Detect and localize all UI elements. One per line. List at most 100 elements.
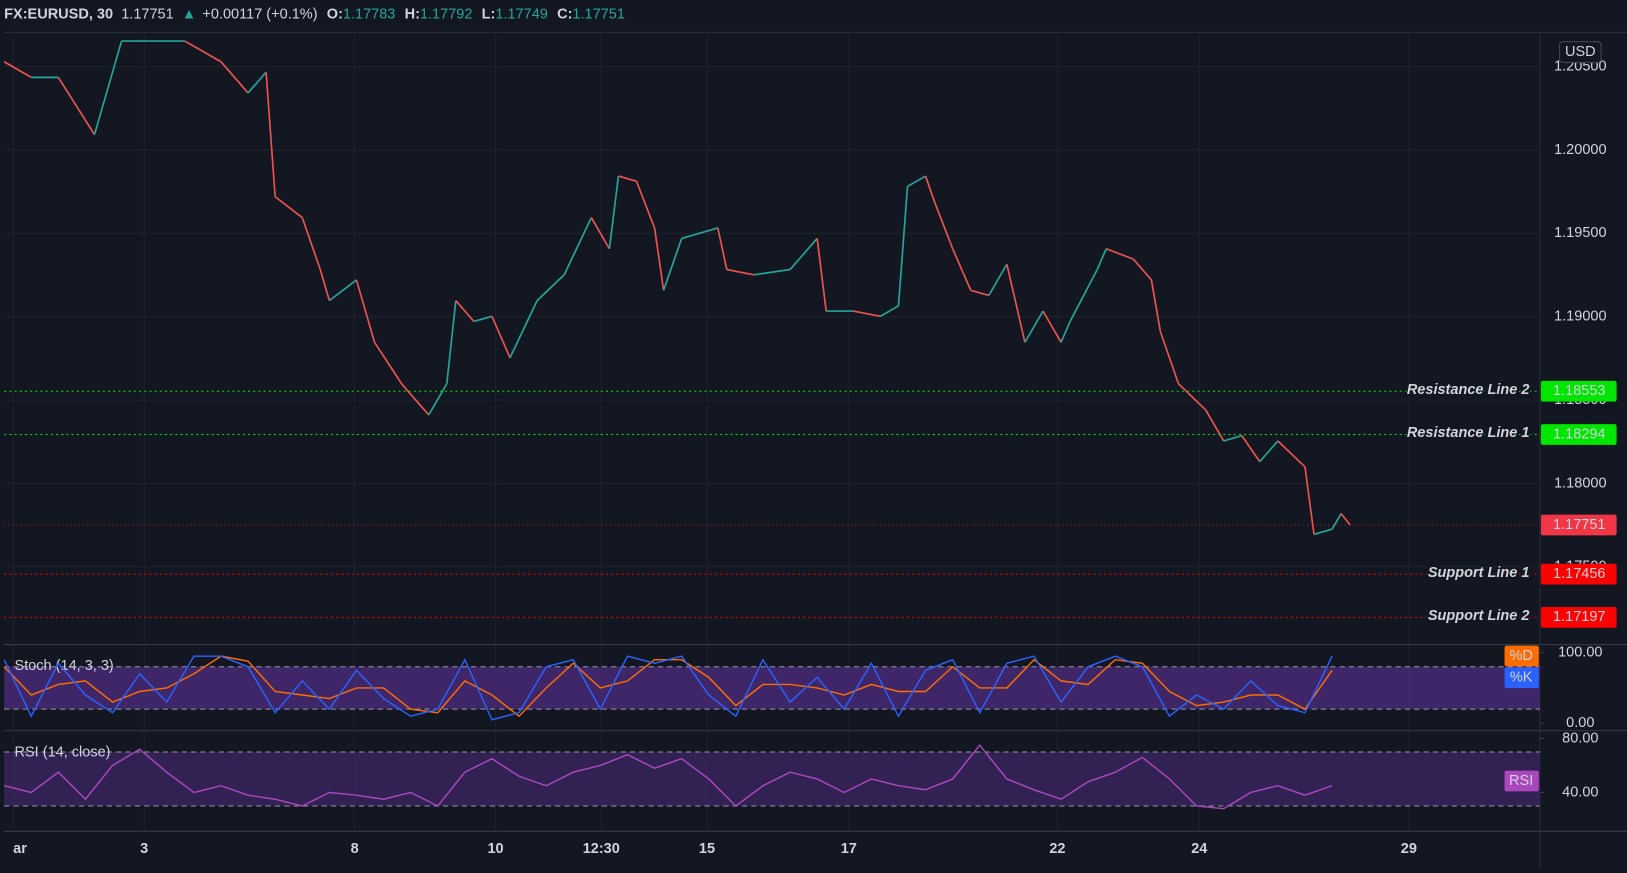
x-tick-label: 10	[487, 841, 503, 857]
y-tick-label: 1.20000	[1554, 142, 1606, 158]
price-segment	[988, 263, 1008, 296]
price-line-value: 1.18553	[1553, 383, 1605, 399]
price-segment	[400, 383, 430, 416]
price-segment	[1259, 440, 1279, 463]
price-segment	[618, 175, 637, 183]
price-segment	[1132, 258, 1153, 281]
price-segment	[1105, 247, 1134, 260]
price-segment	[1069, 269, 1098, 322]
ohlc-label: O:	[327, 7, 343, 23]
x-tick-label: 12:30	[583, 841, 620, 857]
price-segment	[1060, 321, 1071, 343]
price-segment	[608, 175, 620, 249]
price-segment	[681, 227, 719, 240]
legend-badge	[1504, 667, 1539, 689]
y-tick-label: 1.19500	[1554, 225, 1606, 241]
price-line-badge	[1540, 380, 1617, 402]
price-segment	[3, 61, 32, 79]
price-segment	[789, 237, 818, 271]
last-price-badge	[1540, 514, 1617, 536]
x-tick-label: 29	[1401, 841, 1417, 857]
price-line-value: 1.17456	[1553, 566, 1605, 582]
price-segment	[301, 217, 322, 270]
x-tick-label: 22	[1049, 841, 1065, 857]
ohlc-value: 1.17783	[343, 7, 395, 23]
price-segment	[653, 227, 665, 291]
x-tick-label: 3	[140, 841, 148, 857]
price-segment	[716, 227, 728, 270]
ohlc-value: 1.17792	[420, 7, 472, 23]
legend-label: %K	[1510, 670, 1533, 686]
indicator-title: Stoch (14, 3, 3)	[15, 658, 114, 674]
price-segment	[1223, 434, 1242, 442]
price-segment	[816, 238, 828, 312]
price-segment	[924, 175, 936, 203]
price-segment	[933, 201, 954, 250]
price-segment	[1177, 383, 1207, 411]
price-segment	[536, 274, 565, 302]
price-line-badge	[1540, 563, 1617, 585]
ohlc-label: C:	[557, 7, 572, 23]
indicator-line	[3, 744, 1333, 810]
price-line-value: 1.18294	[1553, 426, 1605, 442]
price-segment	[753, 268, 791, 276]
price-segment	[1024, 310, 1044, 343]
price-segment	[1042, 310, 1062, 343]
price-line-label: Support Line 1	[1428, 565, 1530, 581]
price-segment	[1304, 466, 1315, 535]
legend-badge	[1504, 645, 1539, 667]
price-line-value: 1.17197	[1553, 609, 1605, 625]
ohlc-value: 1.17749	[495, 7, 547, 23]
x-tick-label: 17	[841, 841, 857, 857]
legend-label: %D	[1509, 648, 1532, 664]
price-line-badge	[1540, 424, 1617, 445]
price-segment	[1241, 435, 1261, 463]
price-line-badge	[1540, 606, 1617, 628]
price-segment	[951, 248, 972, 291]
y-tick-label: 1.19000	[1554, 309, 1606, 325]
price-segment	[662, 238, 683, 291]
price-segment	[907, 175, 926, 188]
price-segment	[1150, 279, 1162, 332]
price-segment	[428, 383, 448, 416]
price-segment	[509, 300, 538, 359]
y-tick-label: 40.00	[1562, 784, 1598, 800]
price-segment	[970, 289, 990, 297]
currency-box	[1559, 41, 1602, 63]
price-segment	[355, 279, 376, 343]
last: 1.17751	[121, 7, 173, 23]
price-segment	[1006, 264, 1026, 343]
price-segment	[93, 40, 123, 135]
indicator-title: RSI (14, close)	[15, 744, 111, 760]
price-segment	[373, 341, 403, 385]
price-segment	[879, 305, 899, 317]
price-segment	[1096, 248, 1107, 270]
legend-badge	[1504, 770, 1539, 792]
price-segment	[247, 71, 267, 94]
last-price-label: 1.17751	[1553, 517, 1605, 533]
price-segment	[184, 40, 222, 63]
price-line-label: Resistance Line 2	[1407, 382, 1530, 398]
price-segment	[274, 196, 303, 219]
x-tick-label: 15	[699, 841, 715, 857]
price-segment	[1340, 513, 1351, 526]
symbol: FX:EURUSD, 30	[4, 7, 113, 23]
legend-label: RSI	[1509, 773, 1533, 789]
price-segment	[319, 269, 331, 301]
y-tick-label: 100.00	[1558, 644, 1602, 660]
currency-label: USD	[1565, 44, 1596, 60]
price-segment	[455, 300, 475, 322]
y-tick-label: 0.00	[1566, 715, 1594, 731]
price-segment	[1313, 528, 1333, 536]
x-tick-label: 24	[1191, 841, 1207, 857]
price-segment	[635, 180, 656, 229]
price-segment	[328, 279, 357, 302]
price-segment	[897, 186, 909, 307]
price-segment	[445, 300, 457, 384]
price-segment	[1331, 513, 1342, 530]
price-segment	[1277, 440, 1306, 468]
price-segment	[726, 268, 755, 276]
